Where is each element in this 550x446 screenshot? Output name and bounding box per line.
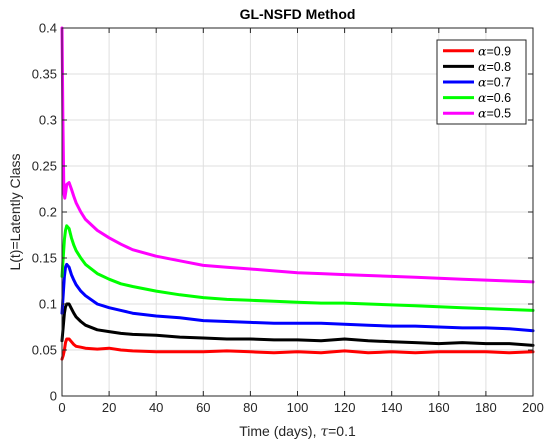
x-tick-label: 160: [428, 400, 450, 415]
legend-label-symbol: α: [478, 106, 487, 121]
legend-label-symbol: α: [478, 43, 487, 58]
legend-label-symbol: α: [478, 59, 487, 74]
legend-label: α=0.8: [478, 59, 511, 74]
y-tick-label: 0.25: [32, 159, 57, 174]
axis-ticks: 0 20 40 60 80 100 120 140 160 180 200 0 0.05 0.1 0.15 0…: [32, 21, 544, 416]
x-tick-label: 200: [522, 400, 544, 415]
legend-label-value: =0.8: [486, 60, 511, 74]
series-line-3: [60, 262, 535, 333]
series-line-2: [60, 302, 535, 347]
legend: α=0.9α=0.8α=0.7α=0.6α=0.5: [436, 39, 527, 125]
x-tick-label: 180: [475, 400, 497, 415]
y-axis-label: L(t)=Latently Class: [7, 153, 23, 270]
y-tick-label: 0.15: [32, 251, 57, 266]
legend-label-symbol: α: [478, 90, 487, 105]
legend-label: α=0.6: [478, 90, 511, 105]
legend-label-value: =0.5: [486, 107, 511, 121]
x-tick-label: 40: [149, 400, 163, 415]
y-tick-label: 0.3: [39, 113, 57, 128]
x-tick-label: 20: [102, 400, 116, 415]
legend-label-value: =0.9: [486, 44, 511, 58]
x-tick-label: 0: [58, 400, 65, 415]
legend-label: α=0.9: [478, 43, 511, 58]
x-tick-label: 80: [243, 400, 257, 415]
y-tick-label: 0.2: [39, 205, 57, 220]
y-tick-label: 0: [50, 389, 57, 404]
legend-label-value: =0.7: [486, 76, 511, 90]
legend-label-symbol: α: [478, 75, 487, 90]
legend-label: α=0.7: [478, 75, 511, 90]
x-tick-label: 100: [287, 400, 309, 415]
y-tick-label: 0.35: [32, 67, 57, 82]
x-axis-label-symbol: τ: [320, 424, 328, 440]
x-axis-label: Time (days), τ=0.1: [239, 423, 356, 440]
y-tick-label: 0.05: [32, 343, 57, 358]
series-line-1: [60, 337, 535, 361]
series-line-5: [60, 26, 535, 284]
chart-title: GL-NSFD Method: [240, 6, 356, 22]
x-axis-label-prefix: Time (days),: [239, 423, 320, 439]
x-axis-label-suffix: =0.1: [328, 423, 356, 439]
legend-label: α=0.5: [478, 106, 511, 121]
x-tick-label: 140: [381, 400, 403, 415]
series-line-4: [60, 224, 535, 312]
x-tick-label: 60: [196, 400, 210, 415]
x-tick-label: 120: [334, 400, 356, 415]
series-layer: [60, 26, 535, 361]
legend-label-value: =0.6: [486, 91, 511, 105]
y-tick-label: 0.1: [39, 297, 57, 312]
y-tick-label: 0.4: [39, 21, 57, 36]
